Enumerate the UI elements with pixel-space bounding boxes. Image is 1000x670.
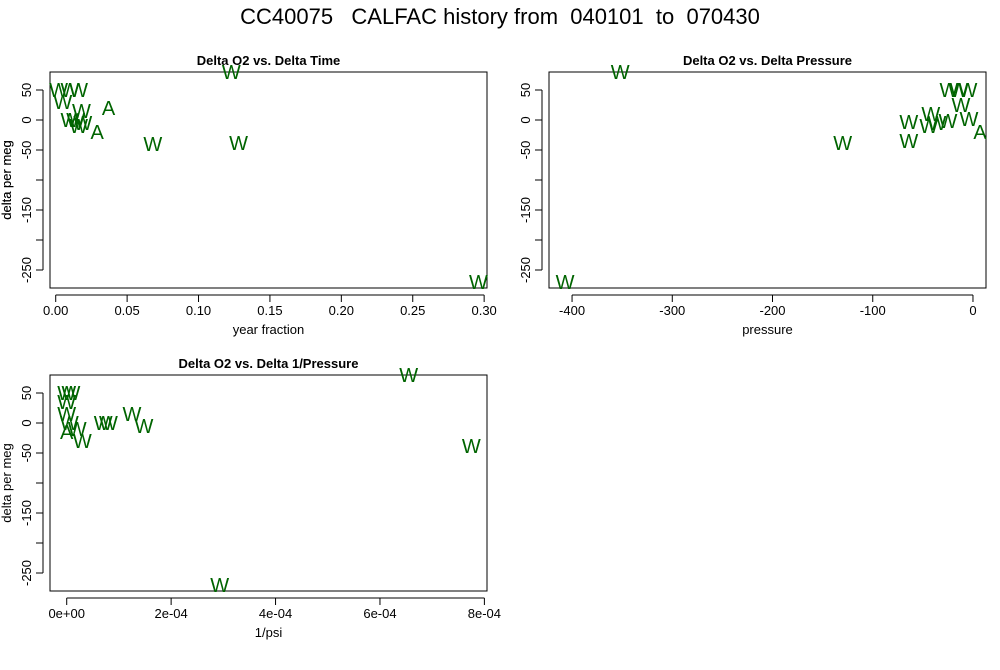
data-point: W <box>69 80 88 102</box>
y-tick-label: -150 <box>518 197 533 223</box>
data-point: W <box>123 404 142 426</box>
data-point: W <box>556 272 575 294</box>
data-point: W <box>99 413 118 435</box>
data-point: A <box>102 98 116 120</box>
y-tick-label: 50 <box>518 83 533 97</box>
x-tick-label: 0e+00 <box>48 606 85 621</box>
x-tick-label: 2e-04 <box>155 606 188 621</box>
x-tick-label: 8e-04 <box>468 606 501 621</box>
x-tick-label: -200 <box>759 303 785 318</box>
x-axis-label: pressure <box>742 322 793 337</box>
y-tick-label: 0 <box>19 116 34 123</box>
x-tick-label: -300 <box>659 303 685 318</box>
data-point: W <box>469 272 488 294</box>
data-point: W <box>69 116 88 138</box>
x-axis-label: year fraction <box>233 322 305 337</box>
x-tick-label: 0.20 <box>329 303 354 318</box>
data-point: W <box>919 116 938 138</box>
data-point: W <box>73 113 92 135</box>
y-tick-label: 50 <box>19 386 34 400</box>
y-axis-label: delta per meg <box>0 140 14 220</box>
data-point: W <box>229 133 248 155</box>
y-tick-label: -150 <box>19 500 34 526</box>
panel-delta-pressure: Delta O2 vs. Delta Pressure pressure delta… <box>0 53 987 337</box>
panel-delta-inverse-pressure: Delta O2 vs. Delta 1/Pressure 1/psi delta … <box>0 356 501 640</box>
x-tick-label: 0.30 <box>471 303 496 318</box>
data-point: W <box>61 80 80 102</box>
x-tick-label: 0.00 <box>43 303 68 318</box>
data-point: W <box>135 416 154 438</box>
plot-frame <box>49 71 488 289</box>
x-tick-label: -400 <box>559 303 585 318</box>
y-tick-label: 50 <box>19 83 34 97</box>
data-point: A <box>90 122 104 144</box>
data-point: W <box>210 575 229 597</box>
x-tick-label: -100 <box>860 303 886 318</box>
data-point: W <box>222 62 241 84</box>
data-point: W <box>939 80 958 102</box>
data-point: W <box>899 131 918 153</box>
data-point: W <box>899 112 918 134</box>
data-point: W <box>57 404 76 426</box>
x-tick-label: 0.10 <box>186 303 211 318</box>
plot-frame <box>49 374 488 592</box>
data-point: W <box>66 110 85 132</box>
data-point: A <box>973 122 987 144</box>
y-tick-label: 0 <box>19 419 34 426</box>
data-point: W <box>833 133 852 155</box>
x-tick-label: 4e-04 <box>259 606 292 621</box>
y-tick-label: -250 <box>19 257 34 283</box>
y-tick-label: -50 <box>19 444 34 463</box>
data-point: W <box>57 392 76 414</box>
data-point: W <box>60 413 79 435</box>
y-tick-label: 0 <box>518 116 533 123</box>
data-point: W <box>57 383 76 405</box>
x-tick-label: 0 <box>969 303 976 318</box>
data-point: W <box>49 80 68 102</box>
data-point: W <box>611 62 630 84</box>
data-point: W <box>73 431 92 453</box>
data-point: W <box>61 110 80 132</box>
x-tick-label: 0.15 <box>257 303 282 318</box>
y-tick-label: -250 <box>518 257 533 283</box>
y-tick-label: -150 <box>19 197 34 223</box>
y-tick-label: -250 <box>19 560 34 586</box>
data-point: W <box>462 436 481 458</box>
data-point: W <box>951 95 970 117</box>
data-point: W <box>72 101 91 123</box>
x-axis-label: 1/psi <box>255 625 283 640</box>
plot-title: Delta O2 vs. Delta Pressure <box>683 53 852 68</box>
x-tick-label: 6e-04 <box>363 606 396 621</box>
page-title: CC40075 CALFAC history from 040101 to 07… <box>240 4 760 29</box>
plot-frame <box>548 71 987 289</box>
data-point: W <box>61 383 80 405</box>
data-point: W <box>960 109 979 131</box>
data-point: W <box>94 413 113 435</box>
data-point: W <box>921 104 940 126</box>
data-point: W <box>949 80 968 102</box>
plot-title: Delta O2 vs. Delta 1/Pressure <box>179 356 359 371</box>
y-tick-label: -50 <box>19 141 34 160</box>
data-point: W <box>938 111 957 133</box>
data-point: W <box>399 365 418 387</box>
y-axis-label: delta per meg <box>0 443 14 523</box>
y-axis-label: delta per meg <box>0 140 14 220</box>
y-tick-label: -50 <box>518 141 533 160</box>
x-tick-label: 0.05 <box>114 303 139 318</box>
data-point: W <box>959 80 978 102</box>
plot-title: Delta O2 vs. Delta Time <box>197 53 341 68</box>
data-point: W <box>927 113 946 135</box>
data-point: W <box>68 419 87 441</box>
data-point: W <box>143 134 162 156</box>
data-point: A <box>60 422 74 444</box>
x-tick-label: 0.25 <box>400 303 425 318</box>
panel-delta-time: Delta O2 vs. Delta Time year fraction delt… <box>0 53 497 337</box>
data-point: W <box>53 92 72 114</box>
